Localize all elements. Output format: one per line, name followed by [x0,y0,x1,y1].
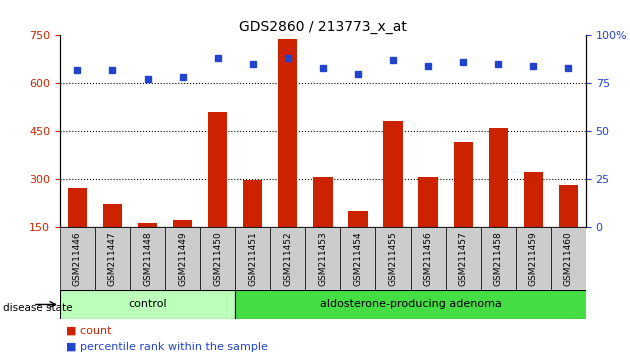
Bar [306,227,340,290]
Bar [270,227,306,290]
Text: GSM211447: GSM211447 [108,231,117,286]
Text: disease state: disease state [3,303,72,313]
Bar [95,227,130,290]
Text: GSM211456: GSM211456 [423,231,433,286]
Text: GSM211446: GSM211446 [73,231,82,286]
Bar [68,188,87,227]
Text: GSM211457: GSM211457 [459,231,467,286]
Bar [200,227,235,290]
Bar [375,227,411,290]
Bar [559,185,578,227]
Title: GDS2860 / 213773_x_at: GDS2860 / 213773_x_at [239,21,407,34]
Bar [60,227,95,290]
Bar [235,227,270,290]
Text: aldosterone-producing adenoma: aldosterone-producing adenoma [319,299,501,309]
Bar [130,227,165,290]
Bar [489,128,508,227]
Bar [313,177,333,227]
Bar [418,177,438,227]
Text: GSM211459: GSM211459 [529,231,538,286]
Text: GSM211458: GSM211458 [494,231,503,286]
Bar [60,290,235,319]
Bar [445,227,481,290]
Bar [243,181,262,227]
Text: GSM211454: GSM211454 [353,231,362,286]
Bar [103,204,122,227]
Text: GSM211460: GSM211460 [564,231,573,286]
Bar [278,39,297,227]
Text: GSM211451: GSM211451 [248,231,257,286]
Text: control: control [129,299,167,309]
Bar [454,142,472,227]
Text: GSM211449: GSM211449 [178,231,187,286]
Bar [173,220,192,227]
Bar [235,290,604,319]
Bar [481,227,516,290]
Text: GSM211448: GSM211448 [143,231,152,286]
Bar [411,227,445,290]
Bar [348,211,367,227]
Bar [551,227,586,290]
Bar [165,227,200,290]
Bar [524,172,543,227]
Text: GSM211452: GSM211452 [284,231,292,286]
Text: GSM211455: GSM211455 [389,231,398,286]
Text: GSM211450: GSM211450 [213,231,222,286]
Text: ■ count: ■ count [66,326,112,336]
Bar [138,223,157,227]
Text: ■ percentile rank within the sample: ■ percentile rank within the sample [66,342,268,352]
Bar [208,112,227,227]
Text: GSM211453: GSM211453 [318,231,328,286]
Bar [340,227,375,290]
Bar [516,227,551,290]
Bar [384,121,403,227]
